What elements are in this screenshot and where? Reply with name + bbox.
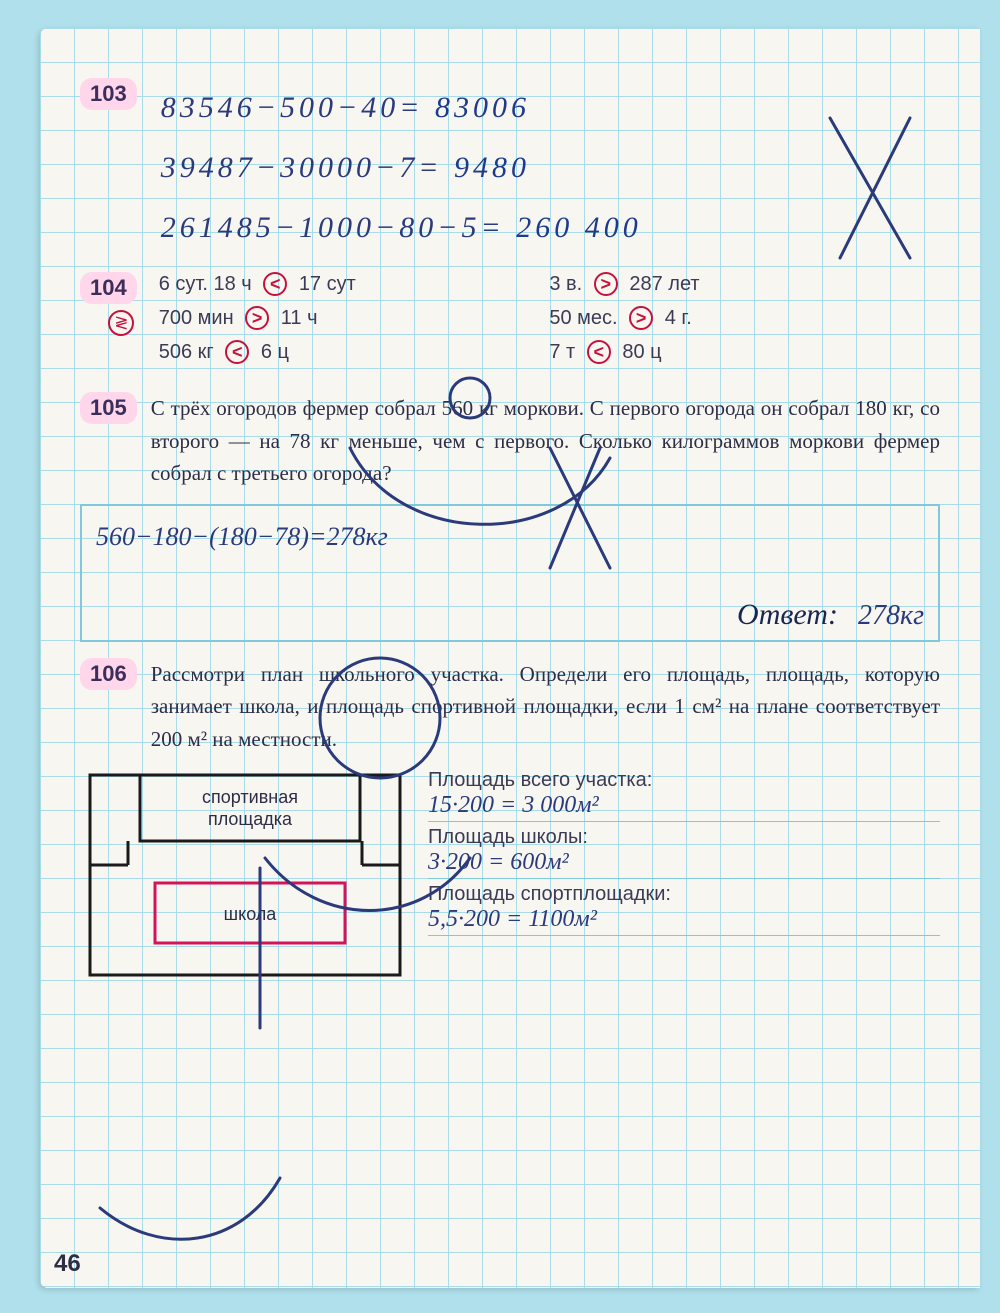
difficulty-icon: ≷ [108, 310, 134, 336]
compare-1-left-op: < [263, 272, 287, 296]
area-sport-label: Площадь спортплощадки: [428, 883, 940, 906]
compare-row-2: 700 мин > 11 ч 50 мес. > 4 г. [159, 306, 940, 330]
equation-2-answer: 9480 [454, 151, 530, 184]
equation-1-answer: 83006 [435, 91, 530, 124]
task-106-answers: Площадь всего участка: 15·200 = 3 000м² … [428, 765, 940, 990]
equation-2-lhs: 39487−30000−7= [161, 151, 443, 184]
compare-3-right-b: 80 ц [622, 341, 661, 363]
task-105-workbox: 560−180−(180−78)=278кг Ответ: 278кг [80, 504, 940, 642]
page-number: 46 [54, 1250, 81, 1278]
task-104: 104 ≷ 6 сут. 18 ч < 17 сут 3 в. > 287 ле… [80, 272, 940, 374]
compare-2-right-op: > [629, 306, 653, 330]
equation-2: 39487−30000−7= 9480 [161, 138, 940, 198]
plan-sport-label-l1: спортивная [202, 787, 298, 807]
task-number-104: 104 [80, 272, 137, 304]
equation-1-lhs: 83546−500−40= [161, 91, 424, 124]
task-106-plan: спортивная площадка школа Площадь всего … [80, 765, 940, 990]
equation-3: 261485−1000−80−5= 260 400 [161, 198, 940, 258]
area-total-label: Площадь всего участка: [428, 769, 940, 792]
compare-1-left-a: 6 сут. 18 ч [159, 273, 252, 295]
area-total-value: 15·200 = 3 000м² [428, 792, 940, 822]
compare-2-right-a: 50 мес. [549, 307, 617, 329]
compare-3-right-a: 7 т [549, 341, 575, 363]
task-105-work: 560−180−(180−78)=278кг [96, 522, 924, 552]
plan-sport-label-l2: площадка [208, 809, 293, 829]
task-number-103: 103 [80, 78, 137, 110]
workbook-page: 103 83546−500−40= 83006 39487−30000−7= 9… [40, 28, 980, 1288]
area-school-value: 3·200 = 600м² [428, 849, 940, 879]
equation-3-answer: 260 400 [516, 211, 642, 244]
area-school-label: Площадь школы: [428, 826, 940, 849]
compare-1-right-a: 3 в. [549, 273, 582, 295]
task-106-text: Рассмотри план школьного участка. Опреде… [151, 658, 940, 756]
compare-3-left-a: 506 кг [159, 341, 214, 363]
plan-school-label: школа [224, 904, 278, 924]
task-number-106: 106 [80, 658, 137, 690]
school-plan-diagram: спортивная площадка школа [80, 765, 410, 990]
compare-1-right-b: 287 лет [629, 273, 699, 295]
compare-3-right-op: < [587, 340, 611, 364]
compare-1-left-b: 17 сут [299, 273, 356, 295]
equation-1: 83546−500−40= 83006 [161, 78, 940, 138]
task-104-content: 6 сут. 18 ч < 17 сут 3 в. > 287 лет 700 … [151, 272, 940, 374]
compare-2-right-b: 4 г. [665, 307, 692, 329]
compare-2-left-b: 11 ч [281, 307, 318, 329]
task-105-answer: 278кг [858, 600, 924, 631]
task-106: 106 Рассмотри план школьного участка. Оп… [80, 658, 940, 756]
equation-3-lhs: 261485−1000−80−5= [161, 211, 505, 244]
compare-3-left-b: 6 ц [261, 341, 289, 363]
compare-3-left-op: < [225, 340, 249, 364]
area-sport-value: 5,5·200 = 1100м² [428, 906, 940, 936]
compare-row-1: 6 сут. 18 ч < 17 сут 3 в. > 287 лет [159, 272, 940, 296]
task-105-text: С трёх огородов фермер собрал 560 кг мор… [151, 392, 940, 490]
task-103: 103 83546−500−40= 83006 39487−30000−7= 9… [80, 78, 940, 258]
task-103-content: 83546−500−40= 83006 39487−30000−7= 9480 … [151, 78, 940, 258]
compare-1-right-op: > [594, 272, 618, 296]
answer-label: Ответ: [737, 598, 838, 631]
compare-2-left-op: > [245, 306, 269, 330]
compare-row-3: 506 кг < 6 ц 7 т < 80 ц [159, 340, 940, 364]
task-105: 105 С трёх огородов фермер собрал 560 кг… [80, 392, 940, 490]
compare-2-left-a: 700 мин [159, 307, 234, 329]
task-number-105: 105 [80, 392, 137, 424]
